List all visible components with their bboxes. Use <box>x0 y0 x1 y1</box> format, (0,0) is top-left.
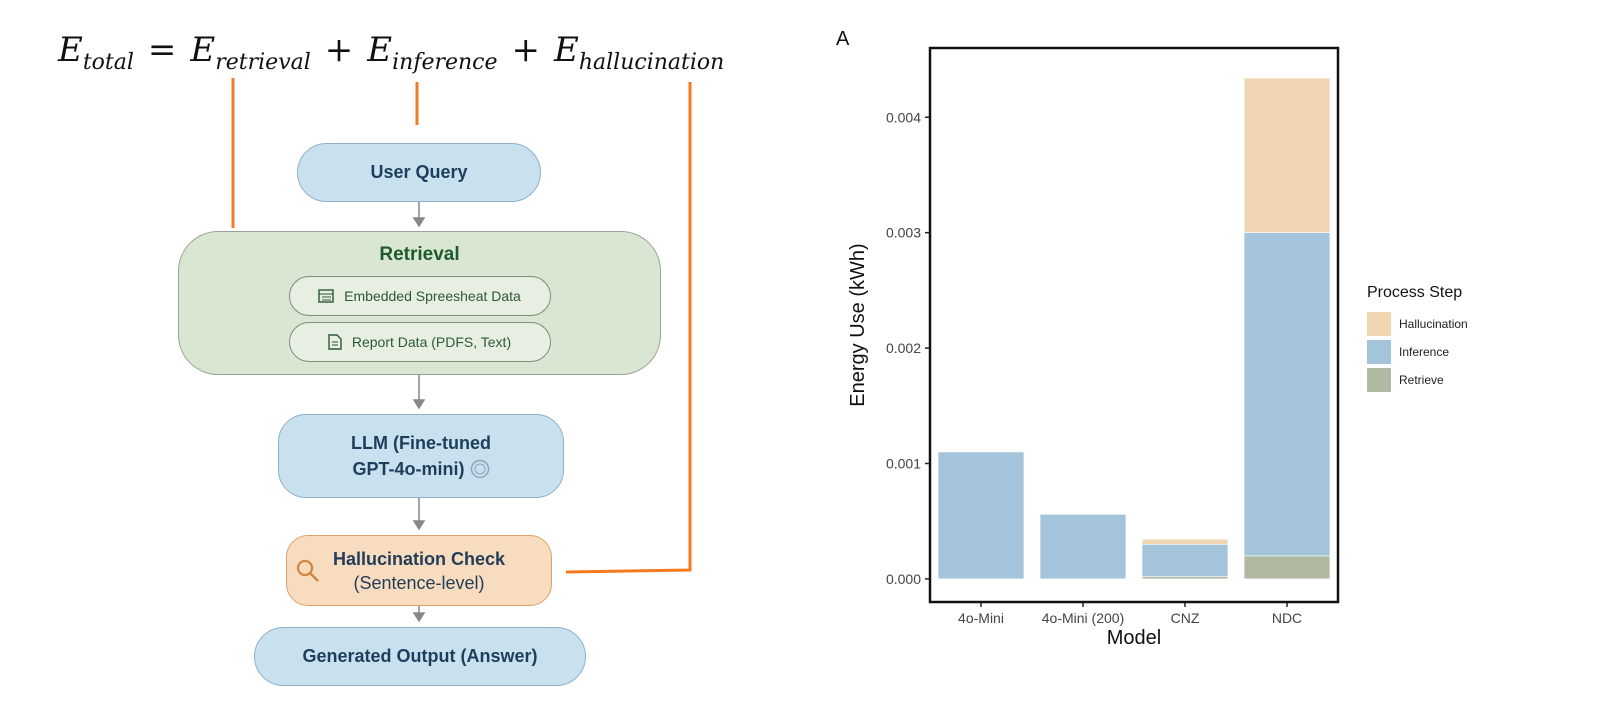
legend-title: Process Step <box>1367 284 1463 301</box>
brain-icon <box>470 459 489 479</box>
diagram-connectors <box>231 78 692 623</box>
energy-formula: Etotal = Eretrieval + Einference + Ehallucinat… <box>58 30 725 75</box>
bar-retrieve <box>1243 555 1331 580</box>
hallucination-connector <box>565 82 692 574</box>
plot-frame <box>928 46 1340 604</box>
x-tick-label: 4o-Mini <box>958 610 1004 626</box>
output-node: Generated Output (Answer) <box>254 627 586 686</box>
hallucination-check-node: Hallucination Check (Sentence-level) <box>286 535 552 606</box>
spreadsheet-icon <box>318 289 334 303</box>
y-tick-label: 0.002 <box>886 340 921 356</box>
y-tick-label: 0.003 <box>886 225 921 241</box>
energy-chart: 4o-Mini 4o-Mini (200) CNZ NDC 0.000 0.001 0.00… <box>847 46 1340 649</box>
x-tick-label: 4o-Mini (200) <box>1042 610 1124 626</box>
panel-label: A <box>836 28 850 50</box>
y-tick-label: 0.000 <box>886 571 921 587</box>
bar-inference <box>1243 232 1331 557</box>
user-query-node: User Query <box>297 143 541 202</box>
y-tick-label: 0.001 <box>886 456 921 472</box>
legend: Process Step Hallucination Inference Ret… <box>1367 284 1468 394</box>
x-axis-label: Model <box>1107 627 1161 649</box>
y-axis-label: Energy Use (kWh) <box>847 243 869 406</box>
bar-hallucination <box>1141 538 1229 545</box>
legend-item: Retrieve <box>1367 366 1468 394</box>
bar-hallucination <box>1243 77 1331 233</box>
legend-item: Hallucination <box>1367 310 1468 338</box>
bar-retrieve <box>1141 576 1229 580</box>
llm-node: LLM (Fine-tuned GPT-4o-mini) <box>278 414 564 498</box>
y-tick-label: 0.004 <box>886 109 921 125</box>
document-icon <box>328 334 342 350</box>
legend-item: Inference <box>1367 338 1468 366</box>
bar-inference <box>1141 543 1229 577</box>
retrieval-item: Report Data (PDFS, Text) <box>288 322 551 362</box>
search-icon <box>296 559 319 582</box>
retrieval-item: Embedded Spreesheat Data <box>288 276 551 316</box>
bar-inference <box>937 451 1025 580</box>
x-tick-label: NDC <box>1272 610 1302 626</box>
x-tick-label: CNZ <box>1171 610 1200 626</box>
retrieval-node: Retrieval Embedded Spreesheat Data Repor… <box>178 231 661 375</box>
bar-inference <box>1039 513 1127 580</box>
